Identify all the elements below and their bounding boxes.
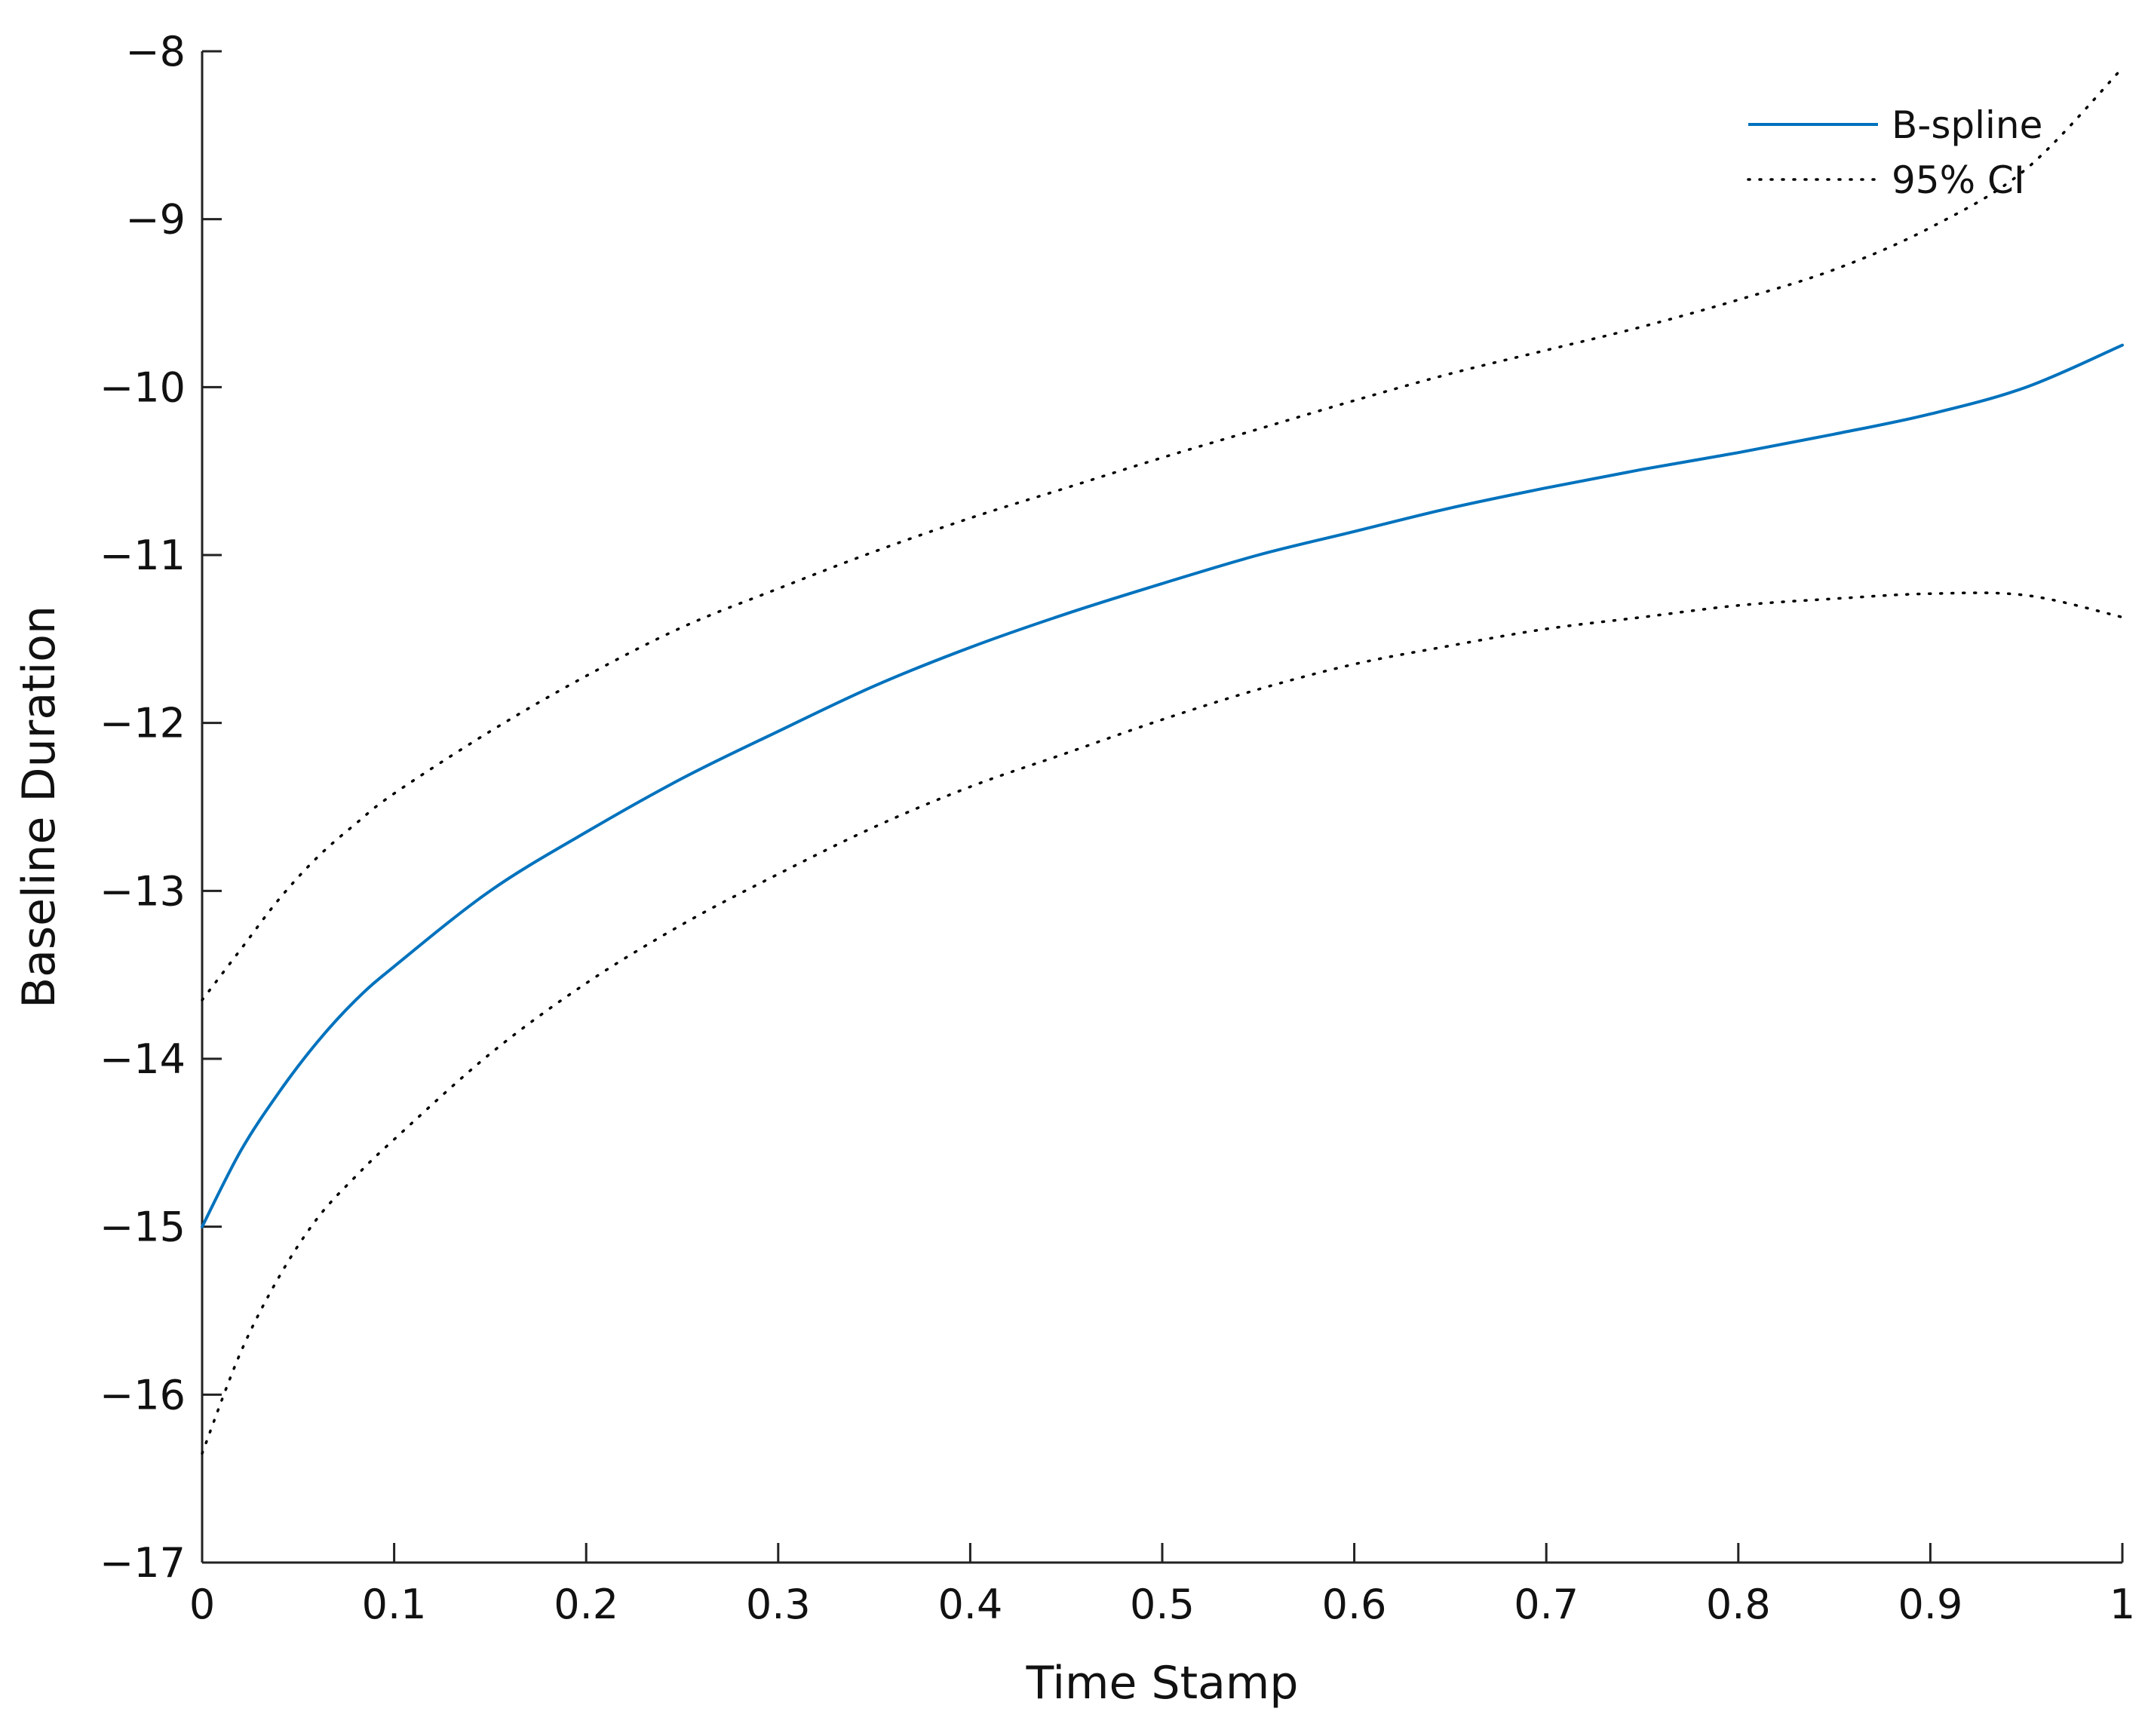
- x-tick-label: 0.3: [746, 1581, 811, 1628]
- series-lines: [201, 66, 2124, 1455]
- y-tick-label: −14: [100, 1035, 186, 1083]
- series-line-ci-upper: [201, 66, 2124, 1001]
- y-tick-label: −8: [125, 28, 186, 75]
- y-tick-label: −13: [100, 867, 186, 915]
- y-tick-label: −10: [100, 363, 186, 411]
- x-tick-label: 0.1: [362, 1581, 427, 1628]
- series-line-bspline: [201, 343, 2124, 1228]
- plot-area: [201, 51, 2122, 1564]
- y-axis: −17 −16 −15 −14 −13 −12 −11 −10 −9 −8: [100, 28, 222, 1587]
- y-tick-label: −9: [125, 196, 186, 244]
- y-tick-label: −16: [100, 1371, 186, 1419]
- x-tick-label: 0.6: [1322, 1581, 1387, 1628]
- y-tick-label: −11: [100, 532, 186, 579]
- x-tick-label: 0.5: [1130, 1581, 1195, 1628]
- x-tick-label: 1: [2110, 1581, 2135, 1628]
- legend: B-spline 95% CI: [1747, 103, 2042, 202]
- y-tick-label: −17: [100, 1539, 186, 1587]
- x-tick-label: 0: [189, 1581, 215, 1628]
- series-line-ci-lower: [201, 591, 2124, 1455]
- x-tick-label: 0.4: [937, 1581, 1002, 1628]
- x-tick-label: 0.2: [554, 1581, 618, 1628]
- legend-label-ci: 95% CI: [1892, 158, 2025, 202]
- legend-label-bspline: B-spline: [1892, 103, 2042, 147]
- x-tick-label: 0.9: [1898, 1581, 1962, 1628]
- x-tick-label: 0.8: [1706, 1581, 1771, 1628]
- x-tick-label: 0.7: [1514, 1581, 1579, 1628]
- y-tick-label: −12: [100, 700, 186, 747]
- y-tick-label: −15: [100, 1204, 186, 1251]
- x-axis-title: Time Stamp: [1026, 1657, 1299, 1710]
- y-axis-title: Baseline Duration: [13, 606, 66, 1008]
- x-axis: 0 0.1 0.2 0.3 0.4 0.5 0.6 0.7 0.8 0.9 1: [189, 1543, 2135, 1628]
